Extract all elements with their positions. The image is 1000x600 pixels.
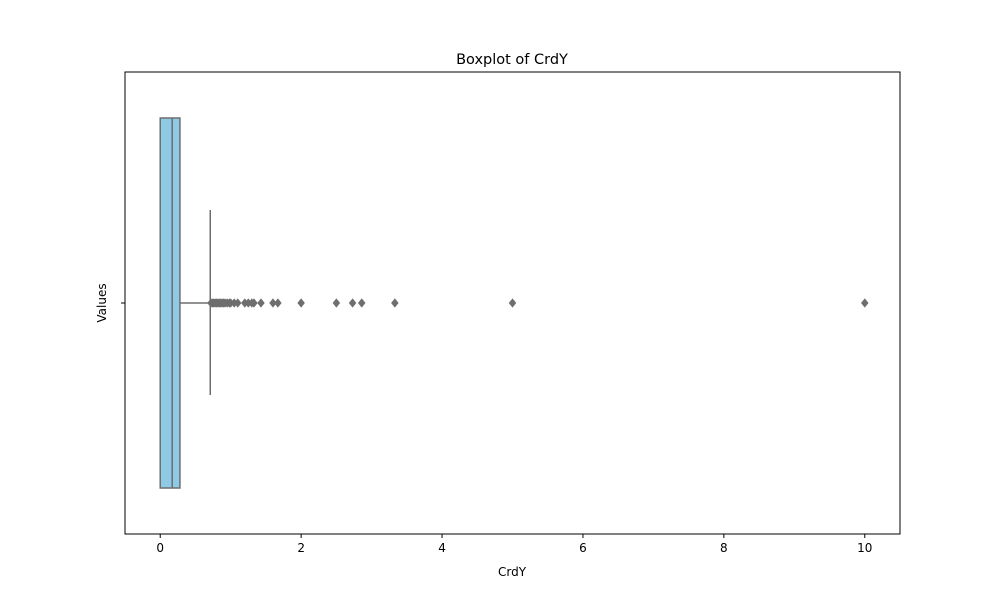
outlier-point [250,298,258,308]
outlier-point [274,298,282,308]
outlier-point [861,298,869,308]
outlier-point [391,298,399,308]
outlier-point [357,298,366,308]
x-tick-label: 6 [579,541,587,555]
x-tick-label: 8 [720,541,728,555]
x-tick-label: 0 [156,541,164,555]
outlier-point [332,298,341,308]
outlier-point [257,298,265,308]
outlier-point [297,298,305,308]
y-axis-label: Values [95,283,109,322]
box-iqr [159,117,181,489]
chart-title: Boxplot of CrdY [456,52,568,68]
x-axis-label: CrdY [498,565,527,579]
x-tick-label: 2 [297,541,305,555]
x-tick-label: 10 [857,541,872,555]
outlier-point [348,298,357,308]
outlier-point [508,298,517,308]
outlier-point [233,298,242,308]
outlier-point [269,298,277,308]
x-tick-label: 4 [438,541,446,555]
